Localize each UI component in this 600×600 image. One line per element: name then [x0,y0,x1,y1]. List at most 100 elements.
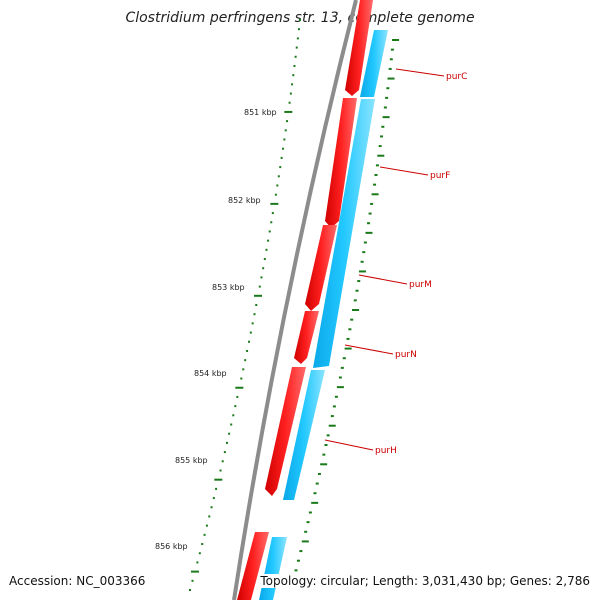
skew-dot [265,248,268,251]
skew-dot [267,239,270,242]
scale-tick [214,478,223,481]
skew-tick [358,270,366,273]
skew-dot [292,74,295,77]
skew-dot [258,285,261,288]
skew-tick [338,376,342,379]
reverse-gene-arrow [360,30,388,97]
skew-tick [322,453,326,456]
genome-summary-text: Topology: circular; Length: 3,031,430 bp… [258,574,592,588]
scale-label-854: 854 kbp [194,369,227,378]
gene-labels: purC purF purM purN purH [324,68,467,456]
gene-leader-line [324,439,374,451]
skew-tick [390,48,394,51]
skew-dot [268,230,271,233]
skew-dot [279,166,282,169]
skew-dot [291,83,294,86]
skew-dot [191,579,194,582]
skew-dot [244,359,247,362]
skew-dot [205,524,208,527]
skew-dot [276,184,279,187]
skew-dot [280,156,283,159]
backbone-ring [232,0,358,600]
skew-tick [386,87,390,90]
skew-dot [277,175,280,178]
skew-tick [348,328,352,331]
gene-leader-line [344,344,394,355]
gene-label-purm: purM [409,280,432,290]
skew-tick [315,482,319,485]
skew-tick [357,280,361,283]
skew-dot [260,276,263,279]
skew-dot [282,147,285,150]
skew-dot [196,561,199,564]
skew-tick [374,174,378,176]
skew-dot [249,331,252,334]
skew-dot [297,28,300,31]
skew-dot [240,377,243,380]
skew-tick [350,318,354,321]
forward-gene-arrow [294,311,319,364]
scale-tick [254,294,263,297]
skew-tick [344,347,352,350]
skew-dot [203,533,206,536]
skew-tick [352,309,359,311]
skew-tick [353,299,357,302]
skew-tick [326,434,330,437]
skew-dot [215,487,218,490]
skew-tick [342,357,346,360]
gene-leader-line [395,68,445,77]
skew-dot [293,64,296,67]
gene-label-purn: purN [395,350,417,360]
skew-tick [385,96,389,99]
skew-dot [189,589,191,591]
forward-gene-arrow [237,532,269,600]
skew-dot [295,46,298,49]
skew-tick [311,501,319,504]
reverse-gene-arrow [313,99,375,368]
skew-dot [253,313,256,316]
gene-leader-line [379,166,429,176]
skew-dot [228,432,231,435]
forward-gene-arrow [325,98,357,228]
skew-tick [382,116,390,119]
scale-tick [284,110,293,113]
skew-tick [388,67,392,70]
skew-tick [336,386,344,389]
scale-label-856: 856 kbp [155,542,188,551]
gene-label-purh: purH [375,446,397,456]
skew-dot [242,368,245,371]
gene-label-purf: purF [430,171,450,181]
skew-dot [284,129,287,132]
skew-dot [234,405,237,408]
skew-dot [208,515,211,518]
skew-tick [367,222,371,225]
skew-dot [230,423,233,426]
reverse-gene-arrow [283,370,325,500]
skew-tick [324,444,328,446]
skew-dot [223,451,226,454]
skew-dot [286,120,289,123]
skew-dot [294,55,297,58]
skew-tick [375,164,379,167]
gene-label-purc: purC [446,72,467,82]
skew-dot [219,469,222,472]
skew-dot [262,267,265,270]
scale-label-852: 852 kbp [228,196,261,205]
skew-tick [304,530,308,533]
skew-tick [313,492,317,495]
skew-tick [334,395,338,398]
skew-dot [271,212,274,215]
skew-dot [201,543,204,546]
accession-text: Accession: NC_003366 [7,574,148,588]
skew-dot [274,193,277,196]
skew-tick [363,241,367,244]
skew-dot [210,506,213,509]
forward-gene-arrow [345,0,373,96]
skew-tick [294,569,298,572]
scale-tick [270,202,279,205]
scale-label-853: 853 kbp [212,283,245,292]
skew-dot [288,101,291,104]
scale-tick [190,570,199,573]
skew-dot [221,460,224,463]
skew-dot [236,395,239,398]
